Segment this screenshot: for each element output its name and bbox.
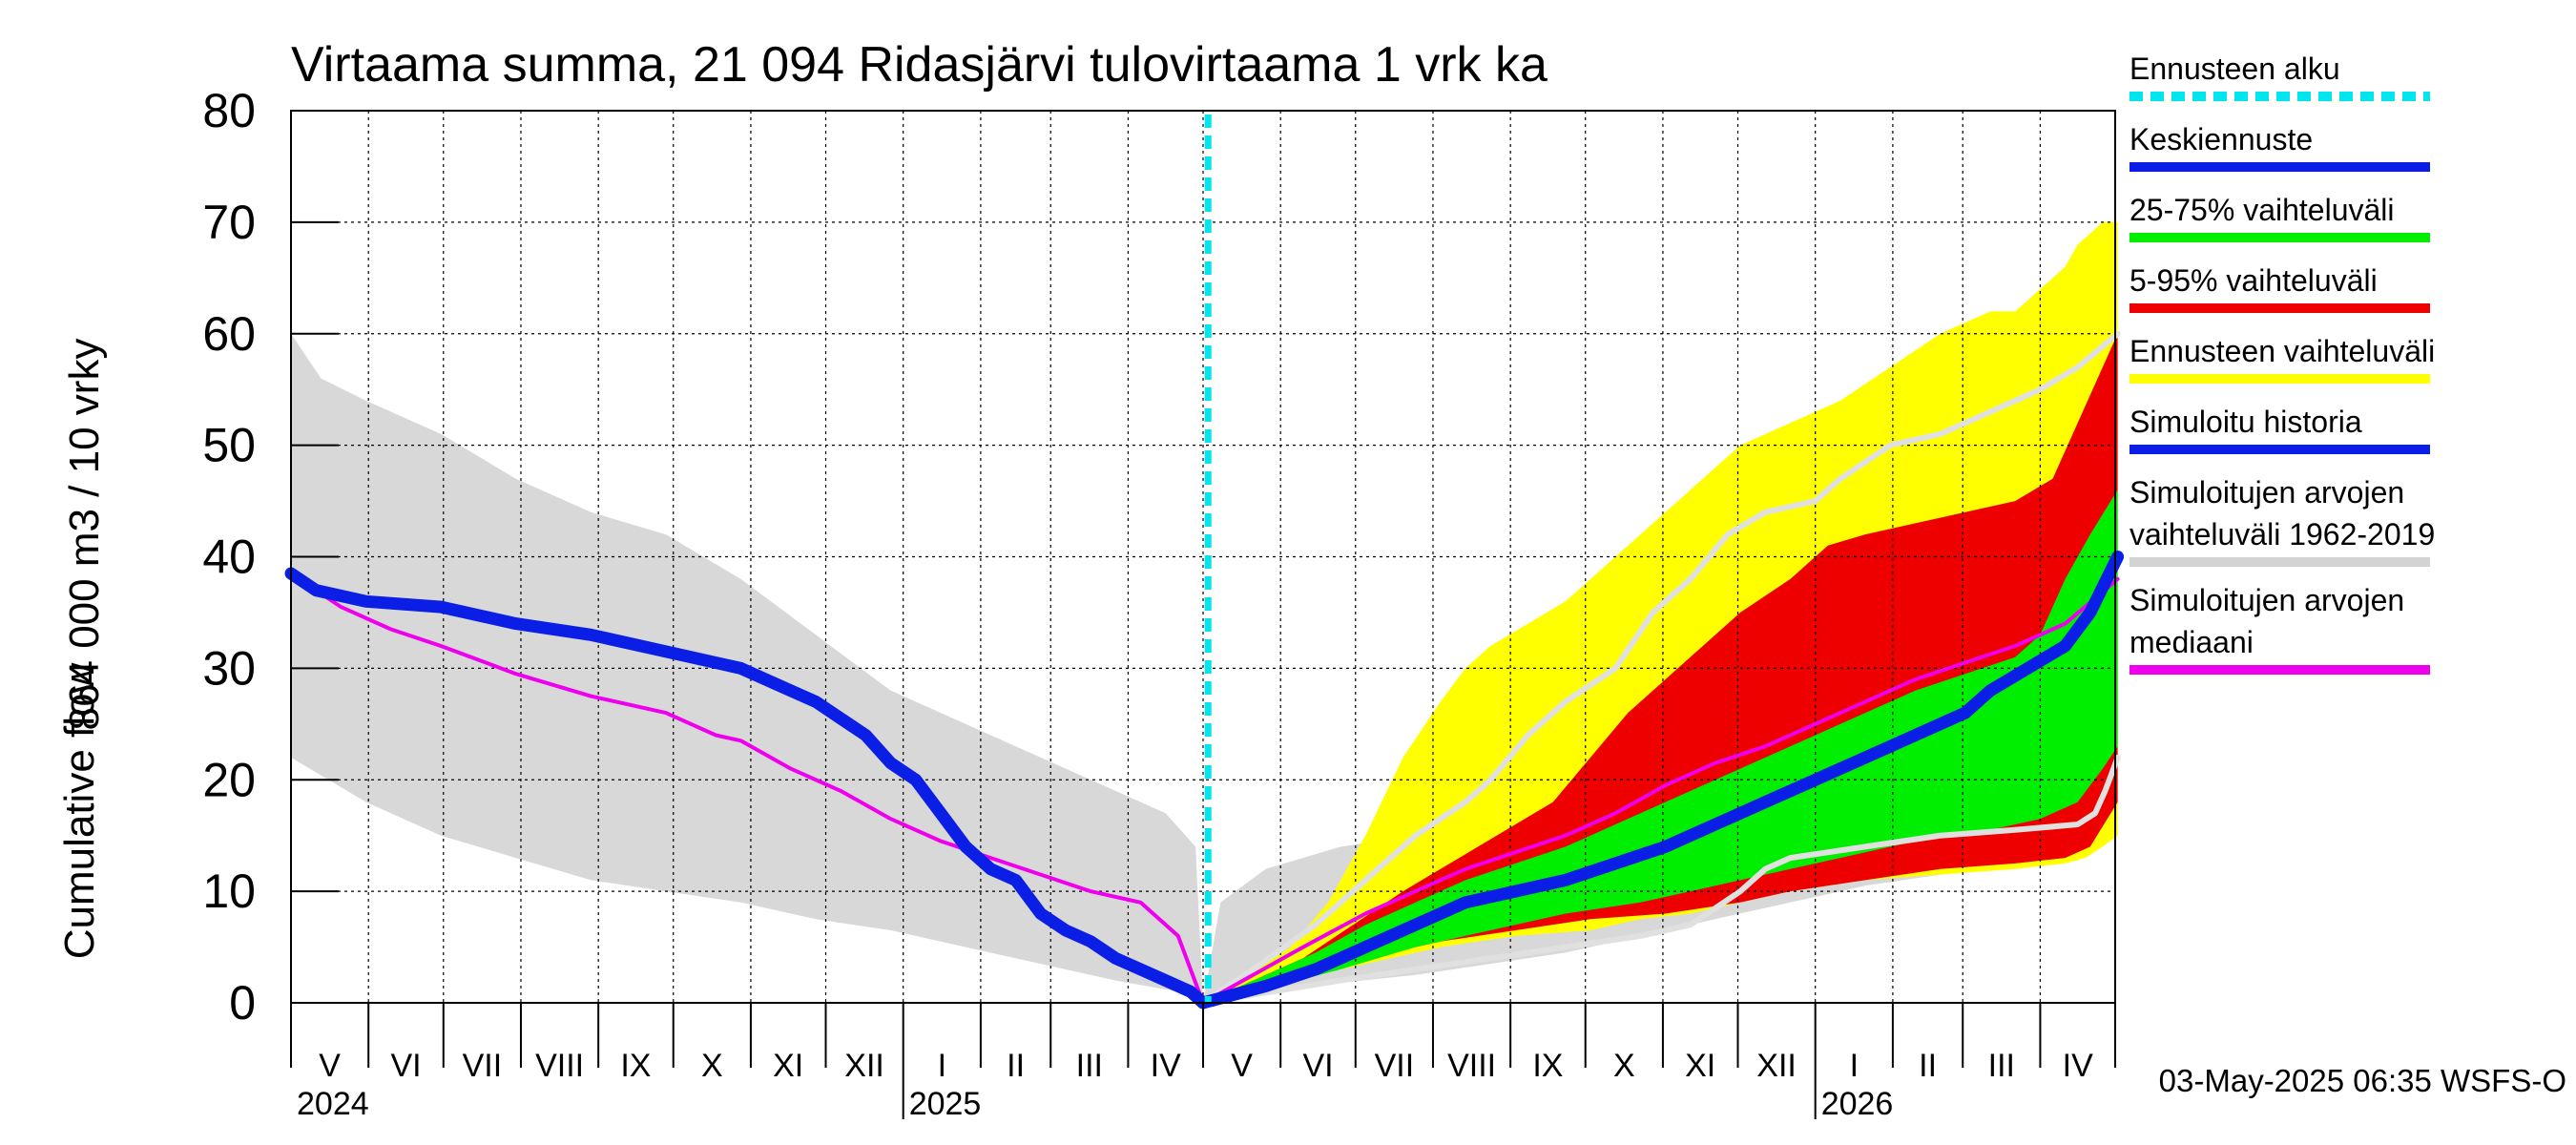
legend-label-3: 5-95% vaihteluväli [2129, 263, 2378, 298]
x-month-label-1: VI [390, 1048, 421, 1084]
legend-label-5: Simuloitu historia [2129, 405, 2362, 439]
y-tick-label-1: 10 [202, 864, 256, 918]
chart-title: Virtaama summa, 21 094 Ridasjärvi tulovi… [291, 37, 1548, 93]
timestamp-footer: 03-May-2025 06:35 WSFS-O [2159, 1063, 2566, 1098]
x-month-label-4: IX [620, 1048, 651, 1084]
x-month-label-20: I [1850, 1048, 1859, 1084]
x-month-label-19: XII [1756, 1048, 1797, 1084]
x-month-label-16: IX [1532, 1048, 1563, 1084]
series-line-0 [1200, 330, 2121, 1006]
x-month-label-14: VII [1375, 1048, 1415, 1084]
x-month-label-12: V [1231, 1048, 1253, 1084]
x-month-label-15: VIII [1447, 1048, 1496, 1084]
band-3 [1203, 489, 2118, 1003]
legend-label-7: Simuloitujen arvojen [2129, 583, 2404, 617]
x-month-label-7: XII [844, 1048, 884, 1084]
y-tick-label-7: 70 [202, 196, 256, 249]
x-month-label-22: III [1988, 1048, 2015, 1084]
x-month-label-5: X [701, 1048, 723, 1084]
x-month-label-3: VIII [535, 1048, 584, 1084]
legend-label-1: Keskiennuste [2129, 122, 2313, 156]
x-month-label-11: IV [1151, 1048, 1181, 1084]
legend-label-6: Simuloitujen arvojen [2129, 475, 2404, 510]
x-month-label-6: XI [773, 1048, 803, 1084]
y-tick-label-6: 60 [202, 307, 256, 361]
x-month-label-18: XI [1685, 1048, 1715, 1084]
data-lines [284, 330, 2125, 1010]
legend-label-2: 25-75% vaihteluväli [2129, 193, 2395, 227]
data-bands [291, 221, 2118, 1003]
x-month-label-17: X [1613, 1048, 1635, 1084]
legend-label-7-line2: mediaani [2129, 625, 2254, 659]
y-tick-label-4: 40 [202, 531, 256, 584]
x-month-label-8: I [938, 1048, 946, 1084]
y-tick-label-2: 20 [202, 753, 256, 806]
x-axis: V VI VII VIII IX X XI XII I II III IV V VI VII VIII IX X X… [290, 1003, 2116, 1122]
y-axis-label-finnish: 864 000 m3 / 10 vrky [61, 339, 108, 731]
x-month-label-13: VI [1302, 1048, 1333, 1084]
x-year-label-0: 2024 [297, 1086, 369, 1122]
series-line-1 [1200, 754, 2121, 1006]
x-month-label-9: II [1007, 1048, 1025, 1084]
x-month-label-10: III [1076, 1048, 1103, 1084]
x-month-label-21: II [1919, 1048, 1937, 1084]
legend-label-6-line2: vaihteluväli 1962-2019 [2129, 517, 2435, 552]
grid-lines [291, 111, 2115, 1003]
x-month-label-23: IV [2063, 1048, 2093, 1084]
y-axis: 0 10 20 30 40 50 60 70 80 [202, 84, 339, 1030]
x-year-label-2: 2026 [1821, 1086, 1894, 1122]
y-axis-label-english: Cumulative flow [56, 663, 103, 960]
series-line-3 [284, 567, 1210, 1010]
x-year-label-1: 2025 [909, 1086, 982, 1122]
series-line-4 [1196, 551, 2125, 1010]
x-month-label-0: V [319, 1048, 341, 1084]
legend: Ennusteen alku Keskiennuste 25-75% vaihtel… [2129, 52, 2435, 675]
x-month-label-2: VII [463, 1048, 503, 1084]
y-tick-label-8: 80 [202, 84, 256, 137]
y-tick-label-3: 30 [202, 641, 256, 695]
legend-label-0: Ennusteen alku [2129, 52, 2340, 86]
y-tick-label-5: 50 [202, 419, 256, 472]
legend-label-4: Ennusteen vaihteluväli [2129, 334, 2435, 368]
y-tick-label-0: 0 [229, 976, 256, 1030]
